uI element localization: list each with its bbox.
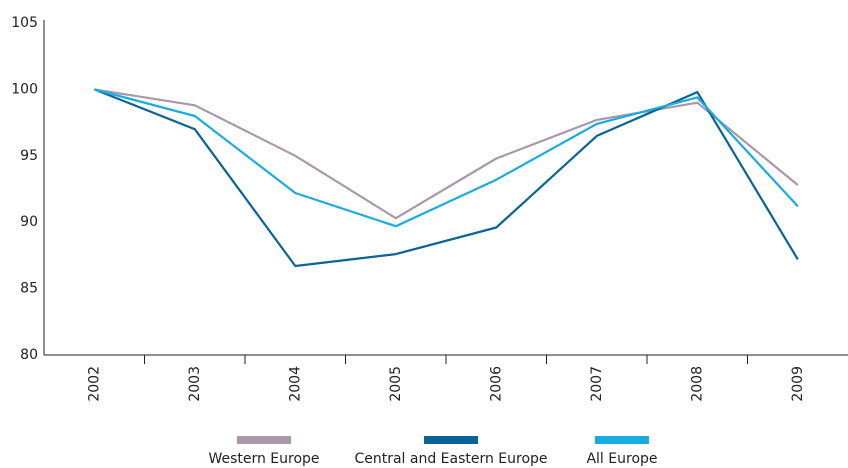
legend-swatch <box>424 436 478 444</box>
legend-swatch <box>595 436 649 444</box>
legend-label: Central and Eastern Europe <box>354 451 547 467</box>
x-tick-label: 2004 <box>287 366 303 402</box>
x-tick-label: 2008 <box>689 366 705 402</box>
x-tick-label: 2005 <box>388 366 404 402</box>
y-tick-label: 85 <box>20 281 38 297</box>
y-tick-label: 80 <box>20 347 38 363</box>
y-tick-label: 100 <box>11 81 38 97</box>
x-tick-label: 2002 <box>86 366 102 402</box>
legend-swatch <box>237 436 291 444</box>
y-tick-label: 105 <box>11 15 38 31</box>
x-tick-label: 2006 <box>488 366 504 402</box>
series-line <box>93 88 799 268</box>
series-line <box>94 88 799 228</box>
y-tick-label: 95 <box>20 148 38 164</box>
x-tick-label: 2003 <box>187 366 203 402</box>
legend-label: Western Europe <box>208 451 319 467</box>
legend-label: All Europe <box>586 451 657 467</box>
series-line <box>94 88 799 220</box>
x-tick-label: 2007 <box>589 366 605 402</box>
y-tick-label: 90 <box>20 214 38 230</box>
x-tick-label: 2009 <box>790 366 806 402</box>
